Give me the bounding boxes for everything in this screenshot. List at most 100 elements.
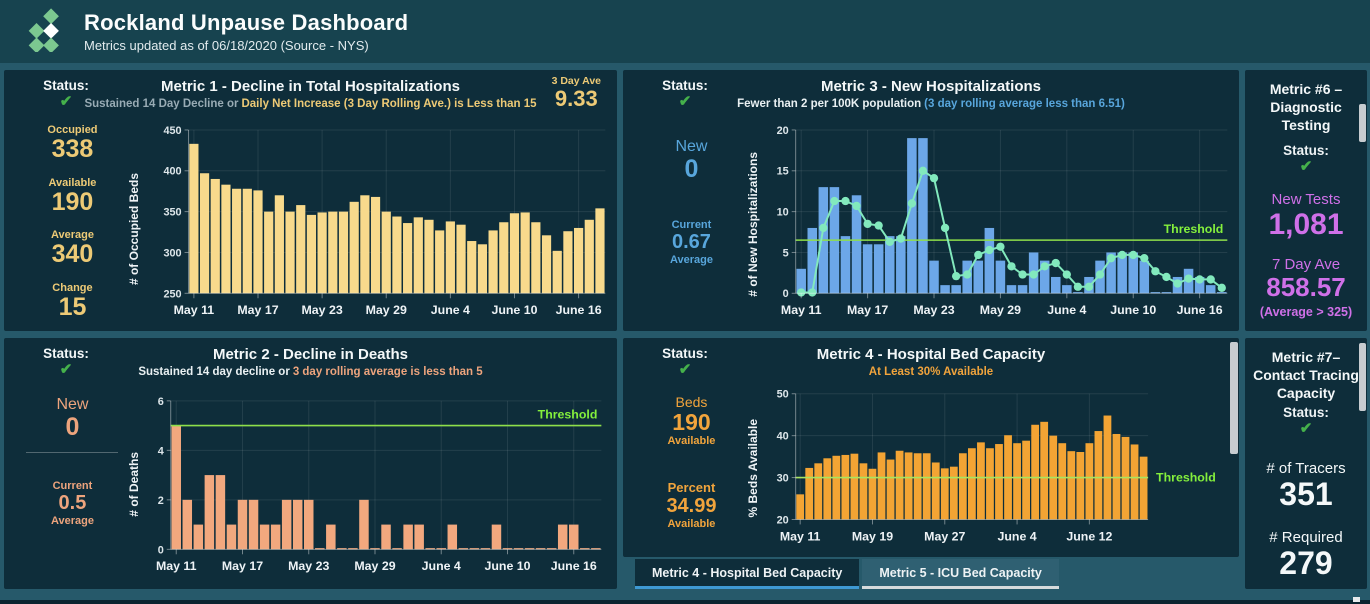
svg-text:June 10: June 10 [484,559,530,573]
svg-text:June 12: June 12 [1066,529,1112,543]
svg-text:5: 5 [782,247,788,259]
page-subtitle: Metrics updated as of 06/18/2020 (Source… [84,38,369,53]
metric2-bar-chart[interactable]: Threshold 0 2 4 6 May 11 May 17 May 23 May 29 Jun… [143,388,613,580]
dashboard-grid: Status: ✔ Metric 1 - Decline in Total Ho… [4,70,1367,589]
metric2-subtitle: Sustained 14 day decline or 3 day rolling… [138,366,483,378]
svg-text:May 29: May 29 [354,559,395,573]
window-bottom-edge [0,600,1370,604]
svg-text:May 19: May 19 [852,529,893,543]
svg-text:May 17: May 17 [222,559,263,573]
svg-text:Threshold: Threshold [537,408,597,422]
sheet-tabs: Metric 4 - Hospital Bed Capacity Metric … [623,557,1239,589]
svg-text:250: 250 [163,288,181,300]
metric3-stats: New 0 Current 0.67 Average [631,124,744,324]
status-check-icon: ✔ [59,361,73,378]
metric4-cell: Status: ✔ Metric 4 - Hospital Bed Capaci… [623,338,1239,589]
page-title: Rockland Unpause Dashboard [84,10,409,35]
svg-text:May 23: May 23 [301,303,342,317]
svg-text:300: 300 [163,247,181,259]
svg-text:June 16: June 16 [555,303,601,317]
metric4-stats: Beds 190 Available Percent 34.99 Availab… [631,388,744,548]
scrollbar-thumb[interactable] [1359,343,1366,411]
app-header: Rockland Unpause Dashboard Metrics updat… [0,0,1370,63]
metric3-subtitle: Fewer than 2 per 100K population (3 day r… [737,98,1125,110]
svg-text:Threshold: Threshold [1156,471,1216,485]
panel-metric2: Status: ✔ Metric 2 - Decline in Deaths S… [4,338,617,589]
svg-text:15: 15 [776,166,788,178]
stat-percent-available: Percent 34.99 Available [666,480,717,531]
svg-text:2: 2 [157,495,163,507]
stat-average: Average 340 [50,229,94,268]
svg-text:May 27: May 27 [924,529,965,543]
svg-text:20: 20 [776,125,788,137]
svg-text:June 16: June 16 [1176,303,1222,317]
stat-beds-available: Beds 190 Available [667,394,716,448]
panel-metric7: Metric #7– Contact Tracing Capacity Stat… [1245,338,1367,589]
svg-text:0: 0 [782,288,788,300]
metric4-title: Metric 4 - Hospital Bed Capacity [816,346,1046,363]
svg-text:0: 0 [157,544,163,556]
metric4-status: Status: ✔ [633,346,737,380]
svg-text:May 11: May 11 [781,303,822,317]
metric6-new-tests: New Tests 1,081 [1268,191,1344,242]
svg-text:May 17: May 17 [237,303,278,317]
svg-text:Threshold: Threshold [1163,222,1223,236]
metric4-bar-chart[interactable]: Threshold 20 30 40 50 May 11 May 19 May 27 June … [762,388,1235,548]
svg-text:May 29: May 29 [365,303,406,317]
stat-occupied: Occupied 338 [47,124,98,163]
svg-text:May 29: May 29 [980,303,1021,317]
svg-text:6: 6 [157,396,163,408]
svg-text:30: 30 [776,473,788,485]
metric7-tracers: # of Tracers 351 [1266,460,1346,513]
panel-metric6: Metric #6 – Diagnostic Testing Status: ✔… [1245,70,1367,331]
metric6-note: (Average > 325) [1259,305,1353,319]
metric1-3day-average: 3 Day Ave 9.33 [551,75,601,111]
panel-metric3: Status: ✔ Metric 3 - New Hospitalization… [623,70,1239,331]
stat-current-average: Current 0.5 Average [50,479,94,527]
tab-metric5-icu-bed-capacity[interactable]: Metric 5 - ICU Bed Capacity [862,559,1059,589]
metric3-status: Status: ✔ [633,78,737,112]
metric1-title: Metric 1 - Decline in Total Hospitalizat… [161,78,460,95]
metric1-y-axis-label: # of Occupied Beds [126,172,141,286]
svg-text:350: 350 [163,207,181,219]
stat-available: Available 190 [48,176,97,216]
tab-metric4-hospital-bed-capacity[interactable]: Metric 4 - Hospital Bed Capacity [635,559,860,589]
metric6-status-label: Status: [1283,142,1329,158]
metric1-stats: Occupied 338 Available 190 Average 340 C… [12,124,125,331]
metric1-status: Status: ✔ [14,78,118,112]
metric1-bar-chart[interactable]: 250 300 350 400 450 May 11 May 17 May 23 May 29 J… [143,124,613,324]
metric3-bar-line-chart[interactable]: Threshold 0 5 10 15 20 May 11 May 17 May 23 May 2… [762,124,1235,324]
svg-text:450: 450 [163,125,181,137]
svg-text:May 23: May 23 [288,559,329,573]
app-logo-icon [26,6,64,57]
svg-text:4: 4 [157,445,163,457]
svg-text:May 11: May 11 [156,559,197,573]
svg-text:50: 50 [776,389,788,401]
metric1-subtitle: Sustained 14 Day Decline or Daily Net Inc… [84,98,537,110]
metric2-y-axis-label: # of Deaths [126,451,141,517]
stat-change: Change 15 [52,281,93,321]
status-label: Status: [662,78,708,93]
svg-text:20: 20 [776,514,788,526]
metric6-title: Metric #6 – Diagnostic Testing [1269,81,1343,134]
svg-text:May 17: May 17 [847,303,888,317]
status-check-icon: ✔ [678,93,692,110]
svg-text:June 10: June 10 [491,303,537,317]
scrollbar-thumb[interactable] [1359,104,1366,142]
svg-text:June 16: June 16 [550,559,596,573]
svg-text:June 4: June 4 [421,559,460,573]
panel-metric4: Status: ✔ Metric 4 - Hospital Bed Capaci… [623,338,1239,557]
status-check-icon: ✔ [678,361,692,378]
svg-text:May 11: May 11 [173,303,214,317]
status-check-icon: ✔ [1299,419,1313,437]
scrollbar-nub[interactable] [1353,597,1360,602]
status-label: Status: [43,78,89,93]
svg-text:400: 400 [163,166,181,178]
svg-text:June 4: June 4 [997,529,1036,543]
metric3-y-axis-label: # of New Hospitalizations [745,151,760,297]
metric4-y-axis-label: % Beds Available [745,418,760,518]
status-check-icon: ✔ [1299,157,1313,175]
metric2-stats: New 0 Current 0.5 Average [12,388,125,580]
metric7-title: Metric #7– Contact Tracing Capacity [1253,349,1359,402]
scrollbar-thumb[interactable] [1230,342,1238,454]
